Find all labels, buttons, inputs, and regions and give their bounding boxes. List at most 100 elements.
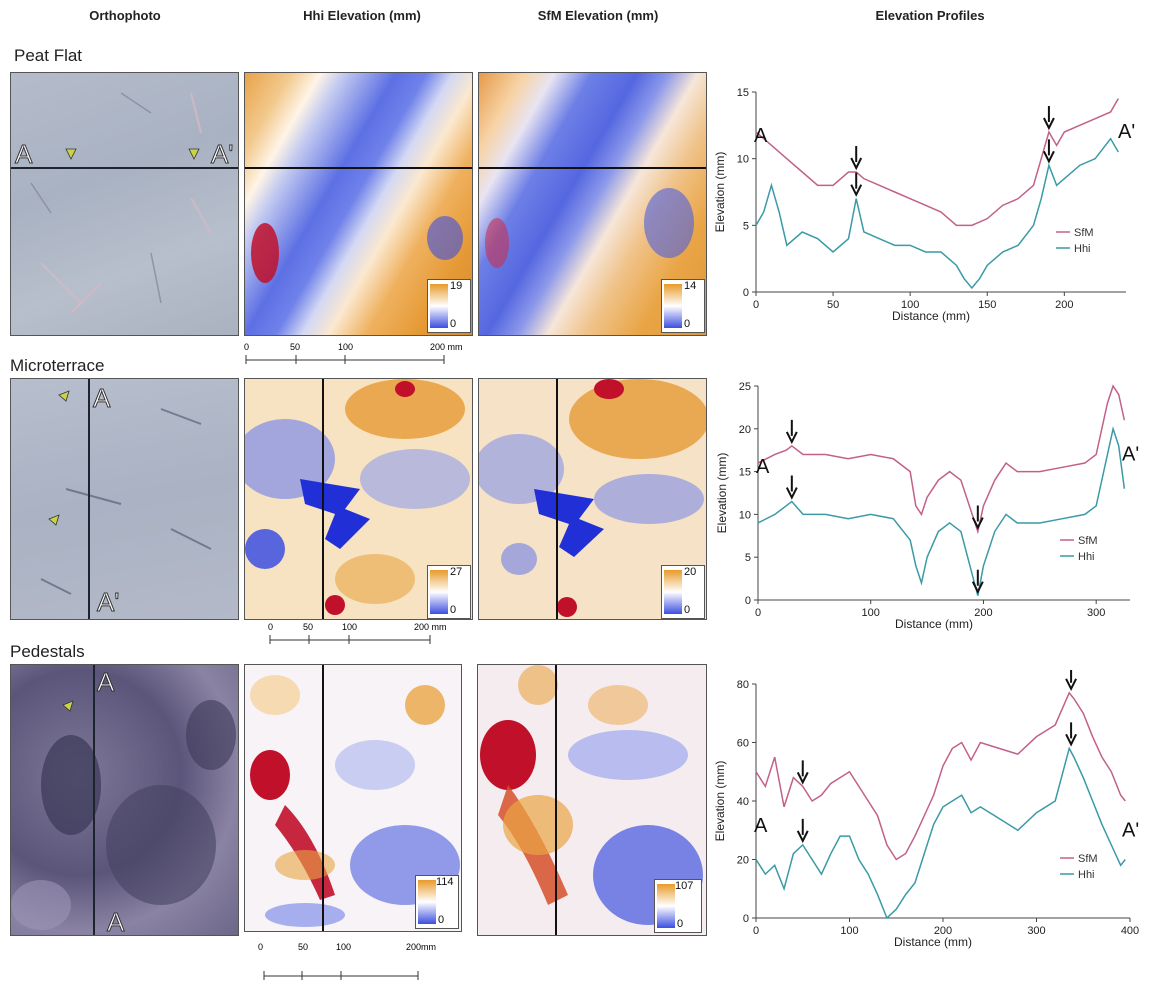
arrow-marker (785, 419, 798, 445)
sfm-elevation-map-microterrace: 20 0 (478, 378, 707, 620)
x-tick-label: 200 (1055, 299, 1073, 311)
y-tick-label: 20 (739, 424, 751, 436)
colorbar-max-label: 14 (684, 280, 697, 292)
legend-label: Hhi (1078, 869, 1095, 881)
x-tick-label: 150 (978, 299, 996, 311)
x-tick-label: 200 (934, 925, 952, 937)
section-end-label: A' (97, 587, 119, 617)
series-line-hhi (757, 425, 1126, 596)
scalebar-tick-label: 100 (342, 622, 357, 632)
profile-end-label: A' (1122, 443, 1139, 465)
series-line-hhi (755, 746, 1126, 920)
y-tick-label: 15 (739, 467, 751, 479)
x-tick-label: 400 (1121, 925, 1139, 937)
legend-label: Hhi (1074, 243, 1091, 255)
orthophoto-pedestals: A A (10, 664, 239, 936)
scalebar-tick-label: 100 (338, 342, 353, 352)
profile-start-label: A (754, 125, 768, 147)
y-tick-label: 25 (739, 381, 751, 393)
x-tick-label: 100 (901, 299, 919, 311)
legend-label: SfM (1074, 227, 1094, 239)
scalebar-peat-flat: 0 50 100 200 mm (244, 342, 463, 364)
y-axis-label: Elevation (mm) (713, 152, 727, 233)
arrow-marker (971, 505, 984, 530)
scalebar-tick-label: 200mm (406, 942, 436, 952)
column-header-sfm: SfM Elevation (mm) (537, 8, 659, 23)
x-axis-label: Distance (mm) (894, 935, 972, 949)
column-header-profiles: Elevation Profiles (875, 8, 985, 23)
scalebar-tick-label: 200 mm (430, 342, 463, 352)
colorbar-min-label: 0 (677, 918, 684, 930)
legend-label: SfM (1078, 853, 1098, 865)
y-tick-label: 0 (743, 913, 749, 925)
section-end-label: A' (211, 139, 233, 169)
y-axis-label: Elevation (mm) (715, 453, 729, 534)
x-tick-label: 100 (840, 925, 858, 937)
scalebar-tick-label: 0 (268, 622, 273, 632)
arrow-marker (1065, 722, 1077, 747)
row-label-microterrace: Microterrace (10, 356, 105, 375)
hhi-elevation-map-microterrace: 27 0 (244, 378, 473, 620)
y-tick-label: 0 (745, 595, 751, 607)
y-tick-label: 5 (743, 220, 749, 232)
colorbar-max-label: 107 (675, 880, 694, 892)
scalebar-pedestals: 0 50 100 200mm (258, 942, 436, 980)
x-tick-label: 100 (862, 607, 880, 619)
colorbar-min-label: 0 (450, 318, 457, 330)
y-tick-label: 40 (737, 796, 749, 808)
y-tick-label: 20 (737, 855, 749, 867)
arrow-marker (1065, 670, 1077, 692)
x-tick-label: 300 (1027, 925, 1045, 937)
colorbar-min-label: 0 (438, 914, 445, 926)
colorbar-max-label: 19 (450, 280, 463, 292)
profile-start-label: A (756, 456, 770, 478)
sfm-colorbar-pedestals: 107 0 (654, 879, 702, 933)
x-tick-label: 300 (1087, 607, 1105, 619)
y-tick-label: 60 (737, 738, 749, 750)
scalebar-tick-label: 0 (244, 342, 249, 352)
orthophoto-microterrace: A A' (10, 378, 239, 620)
section-end-label: A (107, 907, 125, 935)
scalebar-tick-label: 100 (336, 942, 351, 952)
x-tick-label: 0 (755, 607, 761, 619)
y-tick-label: 5 (745, 552, 751, 564)
colorbar-min-label: 0 (684, 604, 691, 616)
profile-start-label: A (754, 815, 768, 837)
series-line-sfm (755, 98, 1119, 227)
scalebar-microterrace: 0 50 100 200 mm (268, 622, 447, 644)
section-start-label: A (93, 383, 111, 413)
row-label-pedestals: Pedestals (10, 642, 85, 661)
scalebar-tick-label: 200 mm (414, 622, 447, 632)
x-tick-label: 0 (753, 925, 759, 937)
x-axis-label: Distance (mm) (895, 617, 973, 631)
sfm-elevation-map-peat-flat: 14 0 (478, 72, 707, 336)
column-header-hhi: Hhi Elevation (mm) (303, 8, 421, 23)
scalebar-tick-label: 0 (258, 942, 263, 952)
sfm-colorbar-microterrace: 20 0 (661, 565, 705, 619)
x-tick-label: 0 (753, 299, 759, 311)
section-start-label: A (15, 139, 33, 169)
series-line-sfm (757, 384, 1126, 535)
series-line-hhi (755, 137, 1119, 290)
scalebar-tick-label: 50 (298, 942, 308, 952)
profile-end-label: A' (1122, 819, 1139, 841)
orthophoto-peat-flat: A A' (10, 72, 239, 336)
arrow-marker (1043, 139, 1055, 164)
y-tick-label: 10 (737, 154, 749, 166)
arrow-marker (785, 475, 798, 500)
column-header-orthophoto: Orthophoto (89, 8, 161, 23)
colorbar-max-label: 27 (450, 566, 463, 578)
colorbar-max-label: 20 (684, 566, 697, 578)
sfm-colorbar-peat-flat: 14 0 (661, 279, 705, 333)
hhi-elevation-map-pedestals: 114 0 (244, 664, 462, 932)
sfm-elevation-map-pedestals: 107 0 (477, 664, 707, 936)
arrow-marker (850, 146, 863, 171)
hhi-colorbar-microterrace: 27 0 (427, 565, 471, 619)
section-start-label: A (97, 667, 115, 697)
hhi-colorbar-pedestals: 114 0 (415, 875, 459, 929)
legend-label: SfM (1078, 535, 1098, 547)
x-axis-label: Distance (mm) (892, 309, 970, 323)
colorbar-min-label: 0 (450, 604, 457, 616)
arrow-marker (1043, 106, 1055, 131)
